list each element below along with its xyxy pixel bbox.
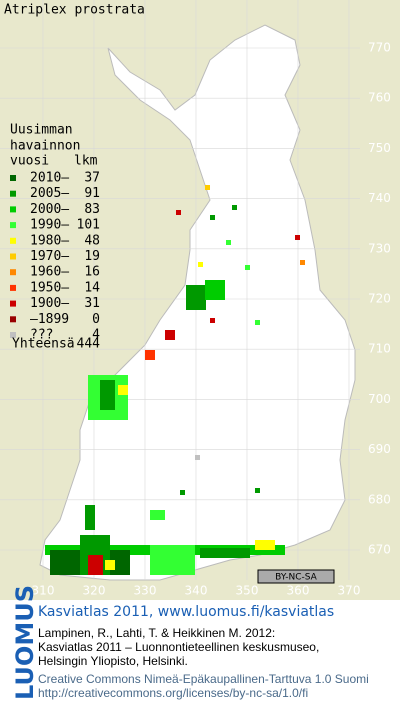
citation: Kasviatlas 2011 – Luonnontieteellinen ke… — [38, 640, 319, 654]
square-cluster — [85, 505, 95, 530]
y-label: 740 — [368, 191, 391, 205]
legend-swatch — [10, 175, 16, 181]
legend-count: 16 — [84, 265, 100, 280]
legend-label: –1899 — [30, 312, 69, 327]
square-cluster — [165, 330, 175, 340]
citation: Lampinen, R., Lahti, T. & Heikkinen M. 2… — [38, 626, 275, 640]
legend: 2010– 37 2005– 91 2000– 83 1990– 101 1980– 48 1970… — [10, 171, 100, 343]
square-cluster — [255, 540, 275, 550]
legend-count: 101 — [77, 218, 100, 233]
square-cluster — [150, 510, 165, 520]
y-label: 720 — [368, 292, 391, 306]
total-label: Yhteensä — [12, 337, 75, 352]
legend-count: 48 — [84, 233, 100, 248]
legend-swatch — [10, 222, 16, 229]
legend-swatch — [10, 332, 16, 338]
legend-swatch — [10, 237, 16, 244]
legend-heading: havainnon — [10, 139, 80, 154]
grid: 770 760 750 740 730 720 710 700 690 680 670 310 320 3… — [0, 0, 391, 598]
square — [255, 320, 260, 325]
legend-column: vuosi — [10, 154, 49, 169]
square-cluster — [100, 380, 115, 410]
legend-swatch — [10, 190, 16, 197]
legend-label: 1980– — [30, 233, 69, 248]
square — [255, 488, 260, 493]
square — [295, 235, 300, 240]
species-title: Atriplex prostrata — [4, 3, 145, 18]
x-label: 340 — [185, 584, 208, 598]
square-cluster — [150, 545, 195, 575]
logo: LUOMUS — [11, 585, 39, 700]
citation: Helsingin Yliopisto, Helsinki. — [38, 654, 188, 668]
x-label: 330 — [134, 584, 157, 598]
square — [245, 265, 250, 270]
square-cluster — [186, 285, 206, 310]
square — [226, 240, 231, 245]
legend-column: lkm — [74, 154, 98, 169]
legend-count: 14 — [84, 280, 100, 295]
square-cluster — [205, 280, 225, 300]
legend-count: 0 — [92, 312, 100, 327]
legend-count: 37 — [84, 171, 100, 186]
legend-count: 31 — [84, 296, 100, 311]
square — [300, 260, 305, 265]
y-label: 770 — [368, 41, 391, 55]
occurrence-squares — [45, 185, 305, 575]
square-cluster — [118, 385, 128, 395]
legend-swatch — [10, 253, 16, 260]
square-cluster — [88, 555, 103, 575]
x-label: 310 — [32, 584, 55, 598]
square — [180, 490, 185, 495]
legend-label: 1950– — [30, 280, 69, 295]
square-cluster — [145, 350, 155, 360]
y-label: 750 — [368, 141, 391, 155]
x-label: 370 — [338, 584, 361, 598]
legend-label: ??? — [30, 328, 53, 343]
y-label: 670 — [368, 543, 391, 557]
legend-count: 83 — [84, 202, 100, 217]
square — [210, 318, 215, 323]
legend-swatch — [10, 284, 16, 291]
license-badge: BY-NC-SA — [275, 573, 318, 583]
square-cluster — [105, 560, 115, 570]
license-text: Creative Commons Nimeä-Epäkaupallinen-Ta… — [38, 672, 369, 686]
legend-label: 2005– — [30, 186, 69, 201]
total-value: 444 — [77, 337, 101, 352]
y-label: 680 — [368, 492, 391, 506]
license-badge-bg — [257, 569, 335, 584]
legend-heading: Uusimman — [10, 123, 73, 138]
legend-label: 2010– — [30, 171, 69, 186]
legend-label: 1960– — [30, 265, 69, 280]
square — [195, 455, 200, 460]
legend-label: 1990– — [30, 218, 69, 233]
legend-label: 1970– — [30, 249, 69, 264]
square — [232, 205, 237, 210]
legend-swatch — [10, 206, 16, 213]
legend-count: 19 — [84, 249, 100, 264]
legend-count: 4 — [92, 328, 100, 343]
y-label: 730 — [368, 241, 391, 255]
footer-heading[interactable]: Kasviatlas 2011, www.luomus.fi/kasviatla… — [38, 604, 334, 620]
square — [176, 210, 181, 215]
legend-swatch — [10, 300, 16, 307]
square-cluster — [200, 548, 250, 558]
x-label: 350 — [236, 584, 259, 598]
y-label: 690 — [368, 442, 391, 456]
x-label: 320 — [83, 584, 106, 598]
legend-count: 91 — [84, 186, 100, 201]
square — [210, 215, 215, 220]
legend-swatch — [10, 316, 16, 323]
legend-swatch — [10, 269, 16, 276]
square — [198, 262, 203, 267]
y-label: 700 — [368, 392, 391, 406]
legend-label: 2000– — [30, 202, 69, 217]
y-label: 710 — [368, 342, 391, 356]
x-label: 360 — [287, 584, 310, 598]
license-url[interactable]: http://creativecommons.org/licenses/by-n… — [38, 686, 308, 700]
y-label: 760 — [368, 91, 391, 105]
footer-bg — [0, 600, 400, 702]
legend-label: 1900– — [30, 296, 69, 311]
square — [205, 185, 210, 190]
